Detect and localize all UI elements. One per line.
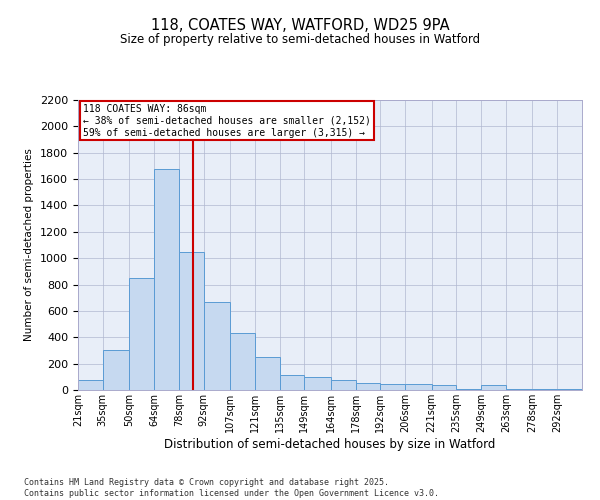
Text: 118 COATES WAY: 86sqm
← 38% of semi-detached houses are smaller (2,152)
59% of s: 118 COATES WAY: 86sqm ← 38% of semi-deta… [83,104,371,138]
Bar [280,375,304,390]
Text: 118, COATES WAY, WATFORD, WD25 9PA: 118, COATES WAY, WATFORD, WD25 9PA [151,18,449,32]
Y-axis label: Number of semi-detached properties: Number of semi-detached properties [25,148,34,342]
Bar [304,378,331,390]
Bar [179,252,203,390]
Bar [380,384,405,390]
Bar [78,380,103,390]
Bar [481,384,506,390]
Bar [255,357,280,390]
Bar [203,302,230,390]
Bar [356,383,380,390]
Bar [405,384,431,390]
Bar [331,380,356,390]
X-axis label: Distribution of semi-detached houses by size in Watford: Distribution of semi-detached houses by … [164,438,496,450]
Bar [154,168,179,390]
Text: Contains HM Land Registry data © Crown copyright and database right 2025.
Contai: Contains HM Land Registry data © Crown c… [24,478,439,498]
Bar [230,334,255,390]
Text: Size of property relative to semi-detached houses in Watford: Size of property relative to semi-detach… [120,32,480,46]
Bar [431,384,457,390]
Bar [129,278,154,390]
Bar [103,350,129,390]
